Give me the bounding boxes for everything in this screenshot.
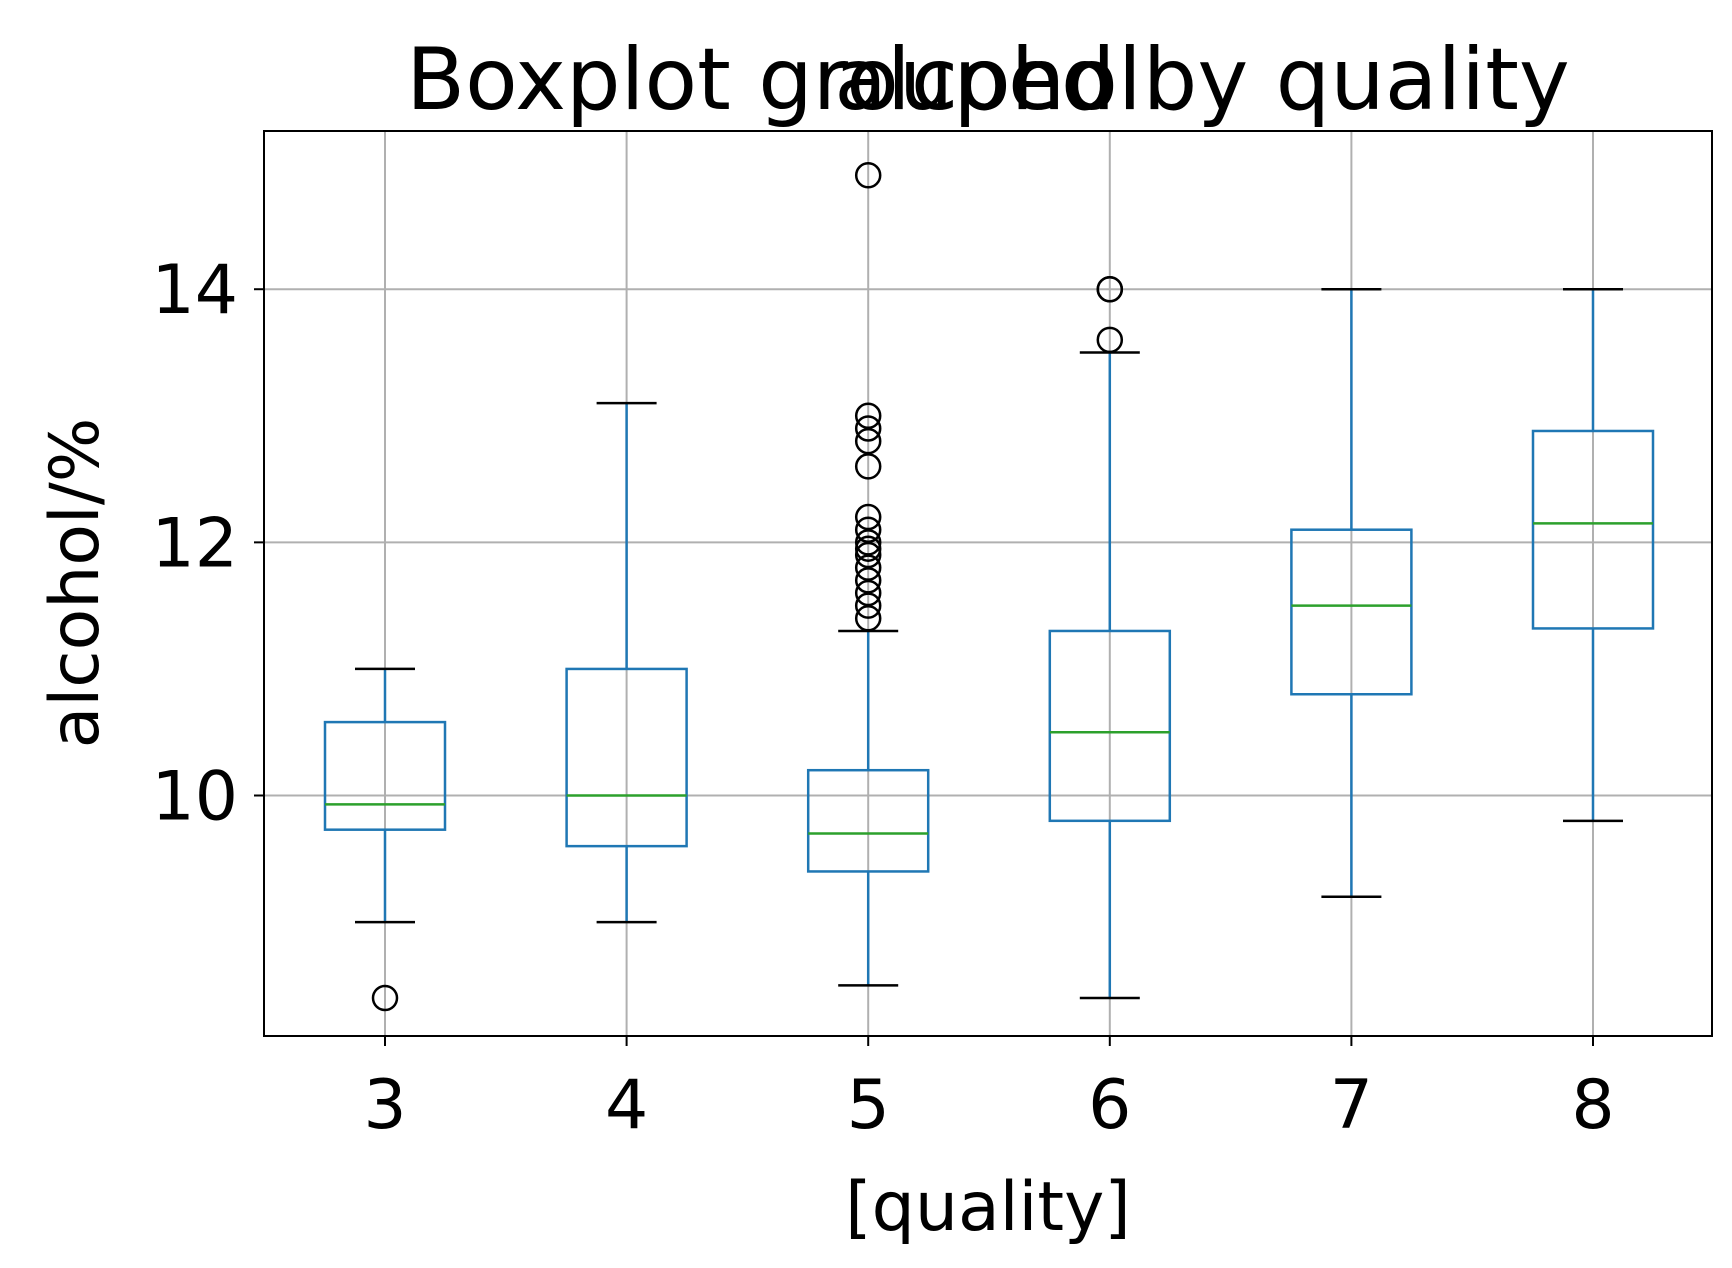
box xyxy=(1290,528,1413,696)
outlier-point xyxy=(854,567,882,594)
box xyxy=(565,667,688,848)
outlier-point xyxy=(854,579,882,607)
box xyxy=(323,720,447,831)
box xyxy=(1531,429,1655,630)
outlier-point xyxy=(1096,326,1124,354)
outlier-point xyxy=(1096,275,1124,303)
x-tick-label: 7 xyxy=(1330,1066,1373,1145)
y-axis-label: alcohol/% xyxy=(36,418,115,749)
ticks: 3 4 5 6 7 8 10 12 14 xyxy=(151,251,1614,1145)
x-tick-label: 3 xyxy=(363,1066,406,1145)
y-tick-label: 10 xyxy=(151,758,238,837)
x-tick-label: 5 xyxy=(847,1066,890,1145)
outlier-point xyxy=(854,503,882,531)
outlier-point xyxy=(854,605,882,632)
y-tick-label: 12 xyxy=(151,504,238,583)
plot-frame xyxy=(263,130,1713,1037)
outlier-point xyxy=(854,453,882,480)
outlier-point xyxy=(854,415,882,442)
box xyxy=(1048,629,1172,823)
y-tick-label: 14 xyxy=(151,251,238,330)
outlier-point xyxy=(854,162,882,189)
x-tick-label: 6 xyxy=(1088,1066,1131,1145)
chart-title: alcohol xyxy=(834,30,1142,130)
outlier-point xyxy=(854,554,882,581)
x-axis-label: [quality] xyxy=(845,1168,1131,1247)
outlier-point xyxy=(854,516,882,543)
outlier-point xyxy=(371,984,399,1012)
x-tick-label: 8 xyxy=(1571,1066,1614,1145)
boxes xyxy=(323,162,1655,1012)
outlier-point xyxy=(854,592,882,619)
outlier-point xyxy=(854,541,882,569)
chart-suptitle: Boxplot grouped by quality xyxy=(406,30,1570,130)
outlier-point xyxy=(854,402,882,430)
outlier-point xyxy=(854,535,882,562)
box xyxy=(806,768,930,873)
outlier-point xyxy=(854,427,882,455)
outlier-point xyxy=(854,529,882,556)
x-tick-label: 4 xyxy=(605,1066,648,1145)
